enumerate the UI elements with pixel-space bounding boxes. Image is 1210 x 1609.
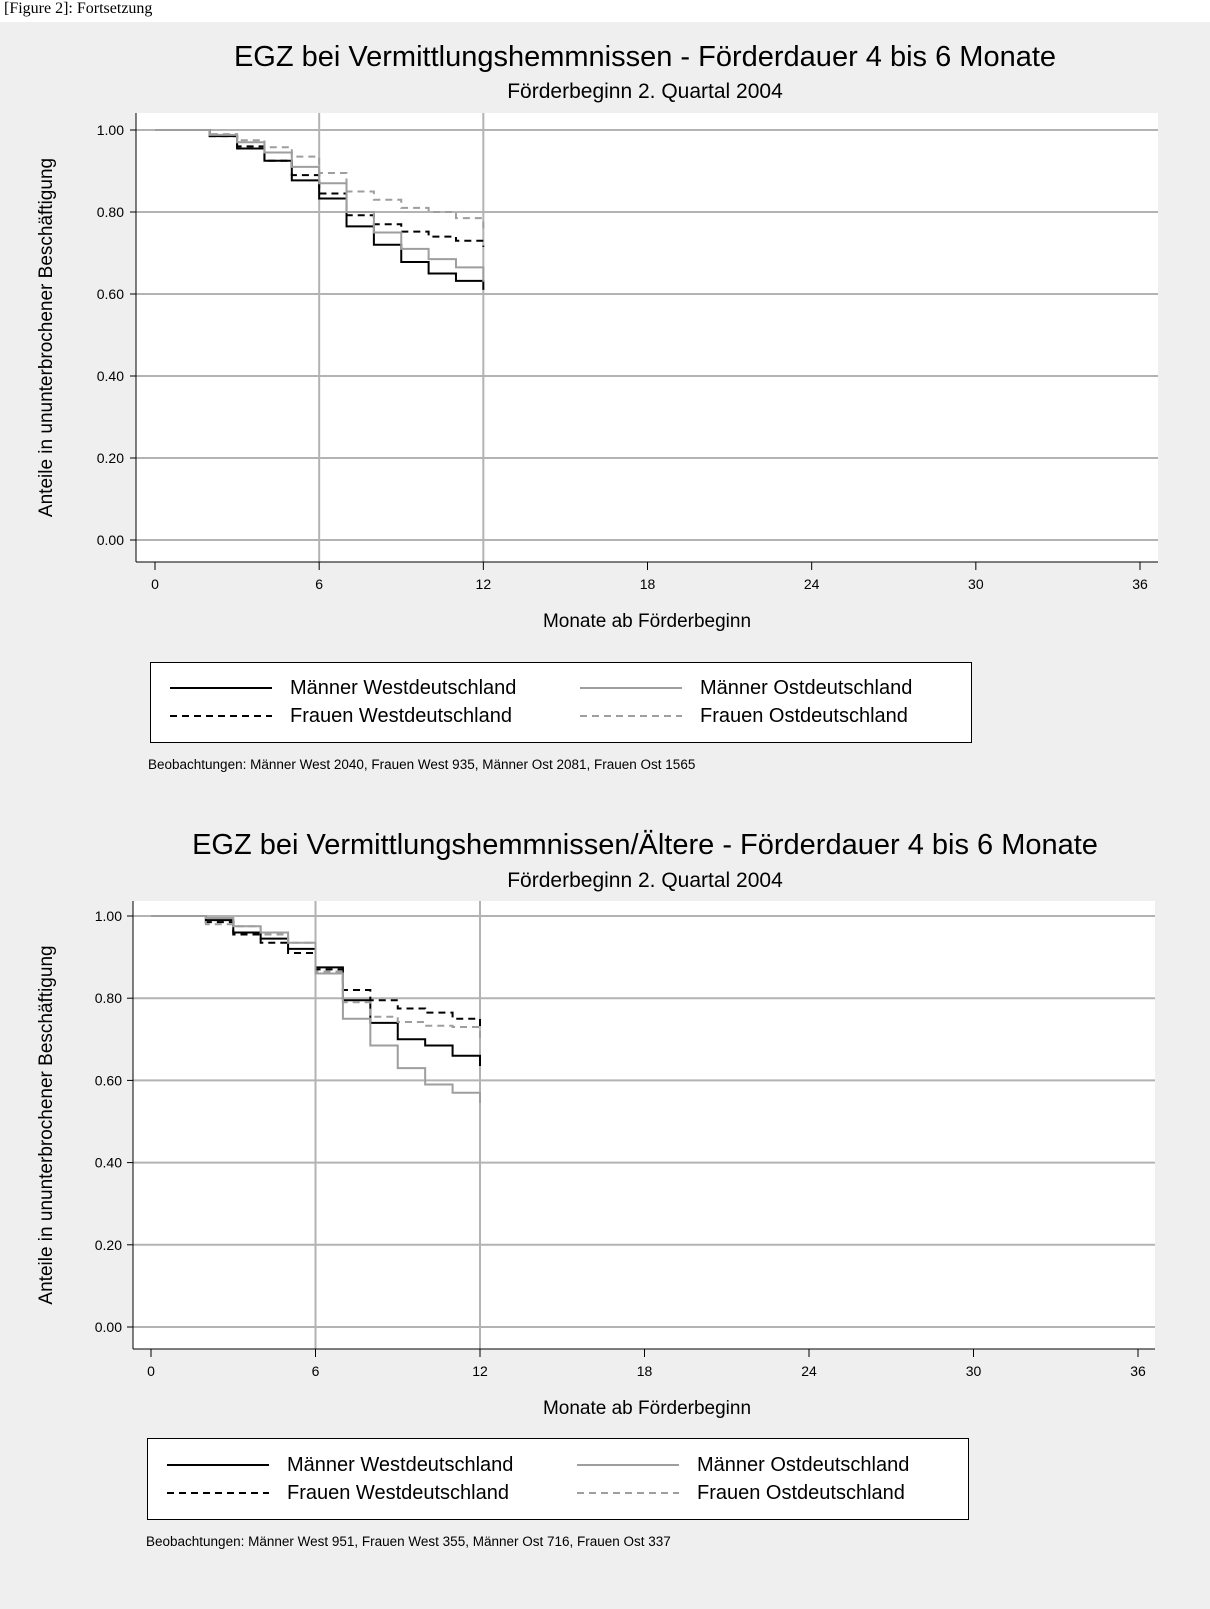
chart-subtitle: Förderbeginn 2. Quartal 2004 <box>507 80 783 103</box>
x-tick-label: 12 <box>476 576 492 592</box>
chart-subtitle: Förderbeginn 2. Quartal 2004 <box>507 869 783 892</box>
figure-caption: [Figure 2]: Fortsetzung <box>4 0 153 17</box>
x-tick-label: 36 <box>1132 576 1148 592</box>
y-tick-label: 0.00 <box>95 1319 122 1335</box>
series-line-3 <box>151 915 481 1104</box>
dashed-line-icon <box>167 1492 269 1494</box>
y-tick-label: 0.80 <box>95 990 122 1006</box>
series-line-1 <box>155 129 485 290</box>
x-tick-label: 24 <box>804 576 820 592</box>
x-tick-label: 0 <box>151 576 159 592</box>
chart-panel-2: 0.00 0.20 0.40 0.60 0.80 1.00 0 6 12 18 24 30 36 EGZ … <box>0 811 1210 1609</box>
solid-line-icon <box>170 687 272 689</box>
legend-label: Männer Westdeutschland <box>287 1454 514 1476</box>
y-tick-label: 0.60 <box>95 1072 122 1088</box>
series-line-1 <box>151 915 481 1067</box>
legend-label: Männer Westdeutschland <box>290 677 517 699</box>
dashed-line-icon <box>170 715 272 717</box>
y-tick-label: 0.20 <box>97 450 124 466</box>
legend-label: Männer Ostdeutschland <box>697 1454 910 1476</box>
plot-region <box>136 113 1158 562</box>
observations-note: Beobachtungen: Männer West 2040, Frauen … <box>148 757 696 772</box>
chart-title: EGZ bei Vermittlungshemmnissen - Förderd… <box>234 41 1056 73</box>
series-line-2 <box>155 129 485 247</box>
x-tick-label: 12 <box>472 1363 488 1379</box>
x-tick-label: 6 <box>312 1363 320 1379</box>
y-tick-label: 0.60 <box>97 286 124 302</box>
y-axis-label: Anteile in ununterbrochener Beschäftigun… <box>36 945 57 1304</box>
solid-line-icon <box>577 1464 679 1466</box>
legend-2: Männer Westdeutschland Frauen Westdeutsc… <box>147 1438 969 1520</box>
y-tick-label: 0.20 <box>95 1237 122 1253</box>
y-tick-label: 0.40 <box>97 368 124 384</box>
x-tick-label: 18 <box>640 576 656 592</box>
x-tick-label: 30 <box>966 1363 982 1379</box>
legend-label: Frauen Ostdeutschland <box>700 705 908 727</box>
y-tick-label: 0.80 <box>97 204 124 220</box>
chart-svg-1: 0.00 0.20 0.40 0.60 0.80 1.00 0 6 12 18 24 30 36 EGZ … <box>36 41 1158 632</box>
y-axis-label: Anteile in ununterbrochener Beschäftigun… <box>36 158 57 517</box>
x-axis-label: Monate ab Förderbeginn <box>543 611 751 632</box>
dashed-line-icon <box>580 715 682 717</box>
chart-title: EGZ bei Vermittlungshemmnissen/Ältere - … <box>192 829 1098 861</box>
legend-label: Frauen Ostdeutschland <box>697 1482 905 1504</box>
solid-line-icon <box>580 687 682 689</box>
dashed-line-icon <box>577 1492 679 1494</box>
legend-label: Männer Ostdeutschland <box>700 677 913 699</box>
solid-line-icon <box>167 1464 269 1466</box>
x-tick-label: 36 <box>1130 1363 1146 1379</box>
x-tick-label: 24 <box>801 1363 817 1379</box>
plot-region <box>133 901 1155 1349</box>
legend-1: Männer Westdeutschland Frauen Westdeutsc… <box>150 662 972 743</box>
observations-note: Beobachtungen: Männer West 951, Frauen W… <box>146 1534 671 1549</box>
x-tick-label: 6 <box>315 576 323 592</box>
x-tick-label: 30 <box>968 576 984 592</box>
series-line-4 <box>151 915 481 1040</box>
x-tick-label: 0 <box>147 1363 155 1379</box>
series-line-3 <box>155 129 485 282</box>
y-tick-label: 0.40 <box>95 1155 122 1171</box>
legend-label: Frauen Westdeutschland <box>287 1482 509 1504</box>
x-axis-label: Monate ab Förderbeginn <box>543 1398 751 1419</box>
y-tick-label: 1.00 <box>95 908 122 924</box>
y-tick-label: 0.00 <box>97 532 124 548</box>
series-line-2 <box>151 915 481 1032</box>
series-line-4 <box>155 129 485 229</box>
legend-label: Frauen Westdeutschland <box>290 705 512 727</box>
chart-panel-1: 0.00 0.20 0.40 0.60 0.80 1.00 0 6 12 18 24 30 36 EGZ … <box>0 22 1210 811</box>
y-tick-label: 1.00 <box>97 122 124 138</box>
x-tick-label: 18 <box>637 1363 653 1379</box>
chart-svg-2: 0.00 0.20 0.40 0.60 0.80 1.00 0 6 12 18 24 30 36 EGZ … <box>36 829 1155 1419</box>
